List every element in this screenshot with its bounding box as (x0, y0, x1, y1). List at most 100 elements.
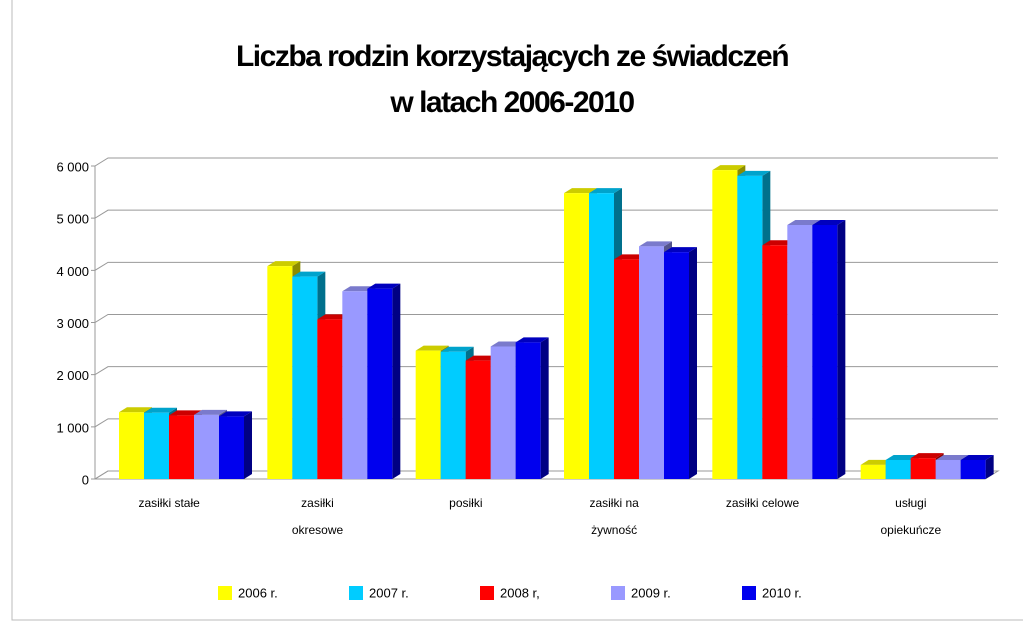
bar-front (465, 360, 491, 479)
bar (515, 337, 549, 479)
bar-front (737, 175, 763, 479)
legend-label: 2010 r. (762, 585, 802, 600)
legend-label: 2008 r, (500, 585, 540, 600)
bar-top (169, 410, 202, 416)
chart-title: Liczba rodzin korzystających ze świadcze… (236, 40, 788, 73)
bar-front (712, 170, 738, 479)
bar-front (960, 459, 986, 479)
bar-side (837, 219, 846, 479)
bar-top (564, 188, 597, 194)
bar-top (267, 261, 301, 267)
bar-front (367, 288, 393, 479)
bar-top (219, 411, 252, 417)
bar-front (935, 459, 961, 479)
bar-top (515, 337, 549, 343)
bar (812, 219, 846, 479)
bar-top (712, 165, 746, 171)
grid-line (91, 261, 998, 271)
legend-swatch (611, 586, 625, 600)
bar-front (762, 245, 788, 479)
bar-top (292, 271, 326, 277)
bar-front (144, 412, 169, 479)
x-tick-label: zasiłki na żywność (589, 496, 639, 537)
bar-side (540, 337, 549, 479)
grid-line (91, 314, 998, 323)
legend-label: 2007 r. (369, 585, 409, 600)
bar-front (564, 193, 589, 480)
bar-front (490, 346, 516, 479)
bar-front (267, 266, 293, 479)
bar-top (787, 219, 821, 225)
bar-front (664, 252, 689, 479)
grid-line (91, 470, 998, 480)
bar-top (960, 454, 994, 460)
bar-front (317, 319, 343, 479)
y-tick-label: 3 000 (56, 316, 89, 331)
bar-top (762, 240, 796, 246)
bar-top (440, 346, 474, 352)
bar-side (392, 283, 401, 479)
bar-top (589, 188, 622, 194)
bar-top (910, 453, 944, 459)
y-tick-label: 1 000 (56, 420, 89, 435)
bar-top (935, 454, 969, 460)
bar-front (169, 415, 194, 479)
bar-front (194, 414, 219, 479)
bar-top (885, 454, 919, 460)
chart-title: w latach 2006-2010 (389, 86, 634, 119)
bar-front (515, 342, 541, 479)
bar-front (440, 351, 466, 479)
bar-top (342, 286, 376, 292)
legend-swatch (349, 586, 363, 600)
bar-front (787, 224, 813, 479)
bar-front (910, 458, 936, 479)
bar-front (292, 276, 318, 479)
legend-swatch (480, 586, 494, 600)
bar-top (664, 247, 697, 253)
bar-front (119, 412, 144, 479)
y-tick-label: 5 000 (56, 212, 89, 227)
legend-label: 2006 r. (238, 585, 278, 600)
bar-front (342, 291, 368, 479)
bar-side (689, 247, 697, 479)
bar-top (639, 241, 672, 247)
bar-top (860, 459, 894, 465)
bar (664, 247, 697, 479)
y-tick-label: 2 000 (56, 368, 89, 383)
grid-line (91, 209, 998, 219)
bar-top (490, 341, 524, 347)
x-tick-label: zasiłki celowe (725, 496, 800, 510)
legend-swatch (218, 586, 232, 600)
grid-line (91, 366, 998, 376)
bar-top (144, 407, 177, 413)
bar-top (415, 345, 449, 351)
bar-front (614, 259, 639, 479)
bar-top (317, 314, 351, 320)
bar (960, 454, 994, 479)
bar-top (119, 407, 152, 413)
bar-front (639, 246, 664, 479)
bar-top (465, 355, 499, 361)
bar-top (194, 409, 227, 415)
bar-side (244, 411, 252, 479)
bar-top (737, 170, 771, 176)
y-tick-label: 0 (82, 472, 89, 487)
bar-top (367, 283, 401, 289)
grid-line (91, 418, 998, 428)
bar (367, 283, 401, 479)
bar (219, 411, 252, 479)
x-tick-label: posiłki (449, 496, 483, 510)
frame (11, 0, 1023, 621)
bar-front (860, 464, 886, 479)
legend-label: 2009 r. (631, 585, 671, 600)
x-tick-label: usługi opiekuńcze (880, 496, 942, 537)
bar-front (885, 459, 911, 479)
y-tick-label: 4 000 (56, 264, 89, 279)
legend-swatch (742, 586, 756, 600)
x-tick-label: zasiłki okresowe (291, 496, 344, 537)
bar-top (614, 254, 647, 260)
x-tick-label: zasiłki stałe (138, 496, 200, 510)
bar-front (589, 193, 614, 480)
